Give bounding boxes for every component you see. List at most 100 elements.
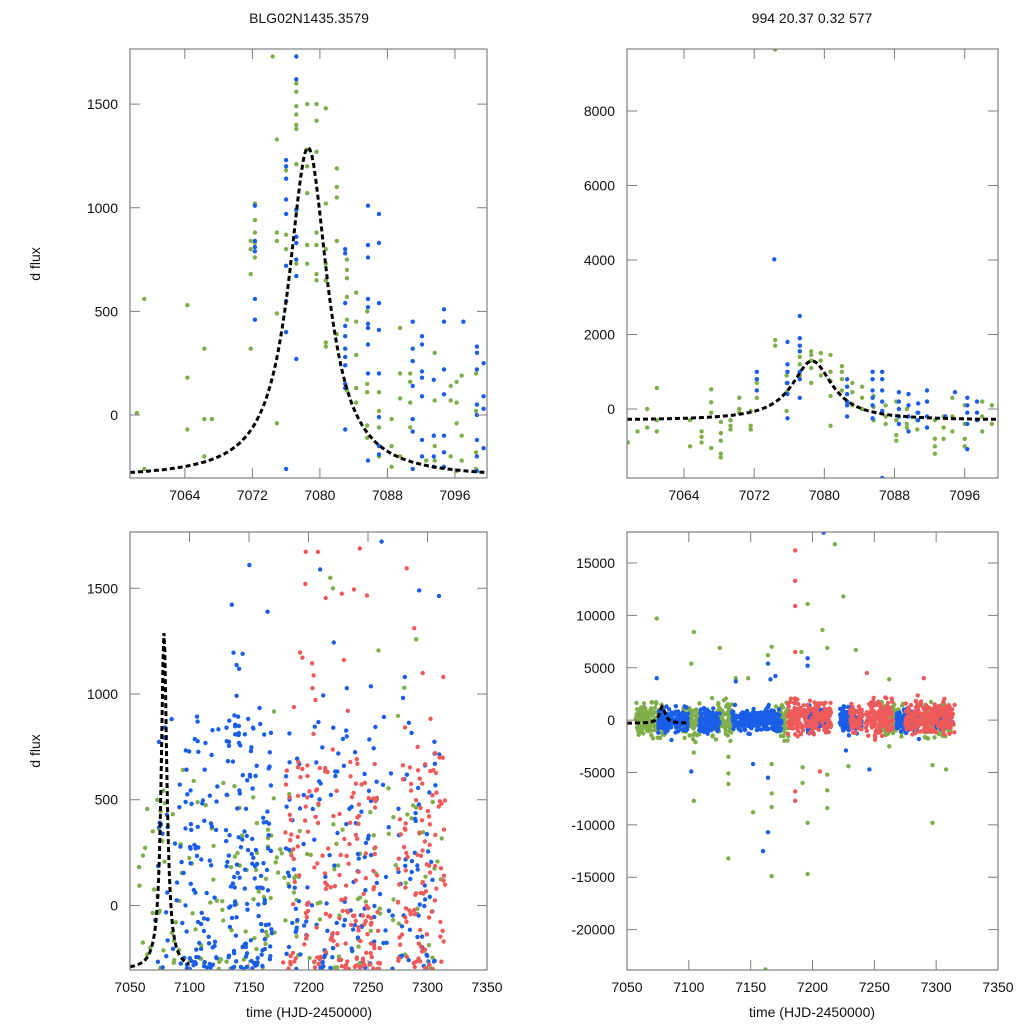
- data-point-green: [654, 429, 659, 434]
- data-point-green: [376, 408, 382, 414]
- data-point-ogle: [898, 729, 904, 734]
- data-point-ogle: [732, 724, 737, 729]
- data-point-ogle: [224, 725, 229, 730]
- data-point-moa: [211, 877, 216, 882]
- data-point-kmt: [323, 595, 328, 601]
- data-point-kmt: [426, 915, 432, 920]
- data-point-kmt: [433, 770, 439, 776]
- data-point-ogle: [254, 861, 260, 867]
- data-point-kmt: [331, 938, 336, 944]
- data-point-kmt: [408, 781, 414, 787]
- data-point-kmt: [787, 709, 793, 714]
- data-point-ogle: [654, 676, 659, 681]
- data-point-ogle: [356, 856, 361, 861]
- data-point-kmt: [377, 961, 383, 966]
- data-point-blue: [410, 358, 415, 364]
- data-point-ogle: [261, 861, 266, 866]
- data-point-ogle: [355, 851, 361, 857]
- data-point-ogle: [267, 764, 272, 769]
- data-point-green: [365, 390, 370, 395]
- data-point-green: [344, 267, 350, 273]
- data-point-moa: [403, 880, 408, 886]
- data-point-moa: [932, 735, 937, 740]
- data-point-ogle: [432, 761, 438, 766]
- data-point-ogle: [224, 739, 229, 744]
- data-point-kmt: [317, 957, 323, 962]
- data-point-moa: [271, 796, 276, 801]
- data-point-ogle: [673, 704, 678, 709]
- data-point-ogle: [668, 721, 673, 726]
- data-point-moa: [805, 871, 810, 877]
- data-point-kmt: [800, 724, 805, 729]
- data-point-ogle: [324, 901, 329, 906]
- data-point-ogle: [248, 748, 254, 754]
- data-point-kmt: [878, 702, 883, 707]
- data-point-ogle: [243, 941, 248, 946]
- model-curve: [627, 359, 998, 421]
- data-point-kmt: [286, 966, 291, 970]
- data-point-kmt: [403, 915, 408, 920]
- data-point-moa: [396, 921, 402, 926]
- data-point-ogle: [287, 731, 292, 736]
- x-tick-label: 7300: [921, 979, 952, 995]
- data-point-moa: [899, 734, 904, 739]
- data-point-moa: [232, 784, 237, 789]
- data-point-kmt: [936, 710, 942, 715]
- data-point-blue: [952, 390, 958, 395]
- data-point-ogle: [164, 954, 169, 959]
- data-point-green: [314, 278, 319, 283]
- data-point-kmt: [864, 722, 869, 727]
- data-point-blue: [376, 240, 382, 246]
- data-point-moa: [439, 836, 444, 841]
- data-point-green: [185, 375, 190, 380]
- data-point-ogle: [805, 656, 810, 661]
- data-point-ogle: [195, 919, 201, 925]
- data-point-ogle: [213, 827, 219, 833]
- data-point-kmt: [941, 699, 946, 704]
- data-point-blue: [754, 388, 759, 393]
- data-point-moa: [330, 586, 336, 591]
- data-point-ogle: [430, 877, 435, 883]
- data-point-kmt: [421, 891, 426, 896]
- x-tick-label: 7072: [237, 487, 268, 503]
- data-point-moa: [140, 853, 146, 858]
- data-point-ogle: [355, 935, 361, 940]
- x-tick-label: 7064: [668, 487, 699, 503]
- data-point-ogle: [684, 705, 689, 710]
- x-tick-label: 7150: [735, 979, 766, 995]
- data-point-green: [344, 276, 350, 281]
- data-point-blue: [419, 375, 425, 380]
- data-point-ogle: [210, 962, 216, 967]
- data-point-ogle: [250, 966, 255, 970]
- data-point-ogle: [195, 719, 200, 724]
- data-point-ogle: [425, 953, 430, 958]
- data-point-ogle: [388, 771, 394, 776]
- data-point-kmt: [816, 727, 821, 732]
- data-point-moa: [150, 829, 155, 834]
- data-point-green: [432, 458, 437, 463]
- data-point-kmt: [366, 796, 371, 801]
- data-point-ogle: [232, 885, 237, 890]
- data-point-green: [294, 112, 299, 117]
- data-point-ogle: [368, 684, 374, 689]
- data-point-ogle: [383, 928, 388, 933]
- data-point-ogle: [390, 966, 395, 970]
- data-point-moa: [853, 647, 858, 653]
- data-point-kmt: [305, 795, 310, 800]
- data-point-ogle: [260, 948, 265, 953]
- data-point-ogle: [328, 965, 333, 970]
- y-tick-label: 0: [110, 407, 118, 423]
- data-point-ogle: [227, 718, 232, 723]
- data-point-ogle: [399, 953, 405, 958]
- data-point-ogle: [232, 874, 237, 880]
- y-tick-label: 1000: [87, 200, 118, 216]
- data-point-green: [728, 427, 733, 432]
- data-point-blue: [844, 403, 850, 408]
- data-point-kmt: [292, 959, 297, 964]
- data-point-moa: [390, 917, 396, 923]
- data-point-moa: [334, 841, 339, 846]
- x-tick-label: 7050: [611, 979, 642, 995]
- data-point-kmt: [412, 964, 417, 970]
- data-point-kmt: [866, 733, 871, 738]
- data-point-kmt: [412, 907, 417, 913]
